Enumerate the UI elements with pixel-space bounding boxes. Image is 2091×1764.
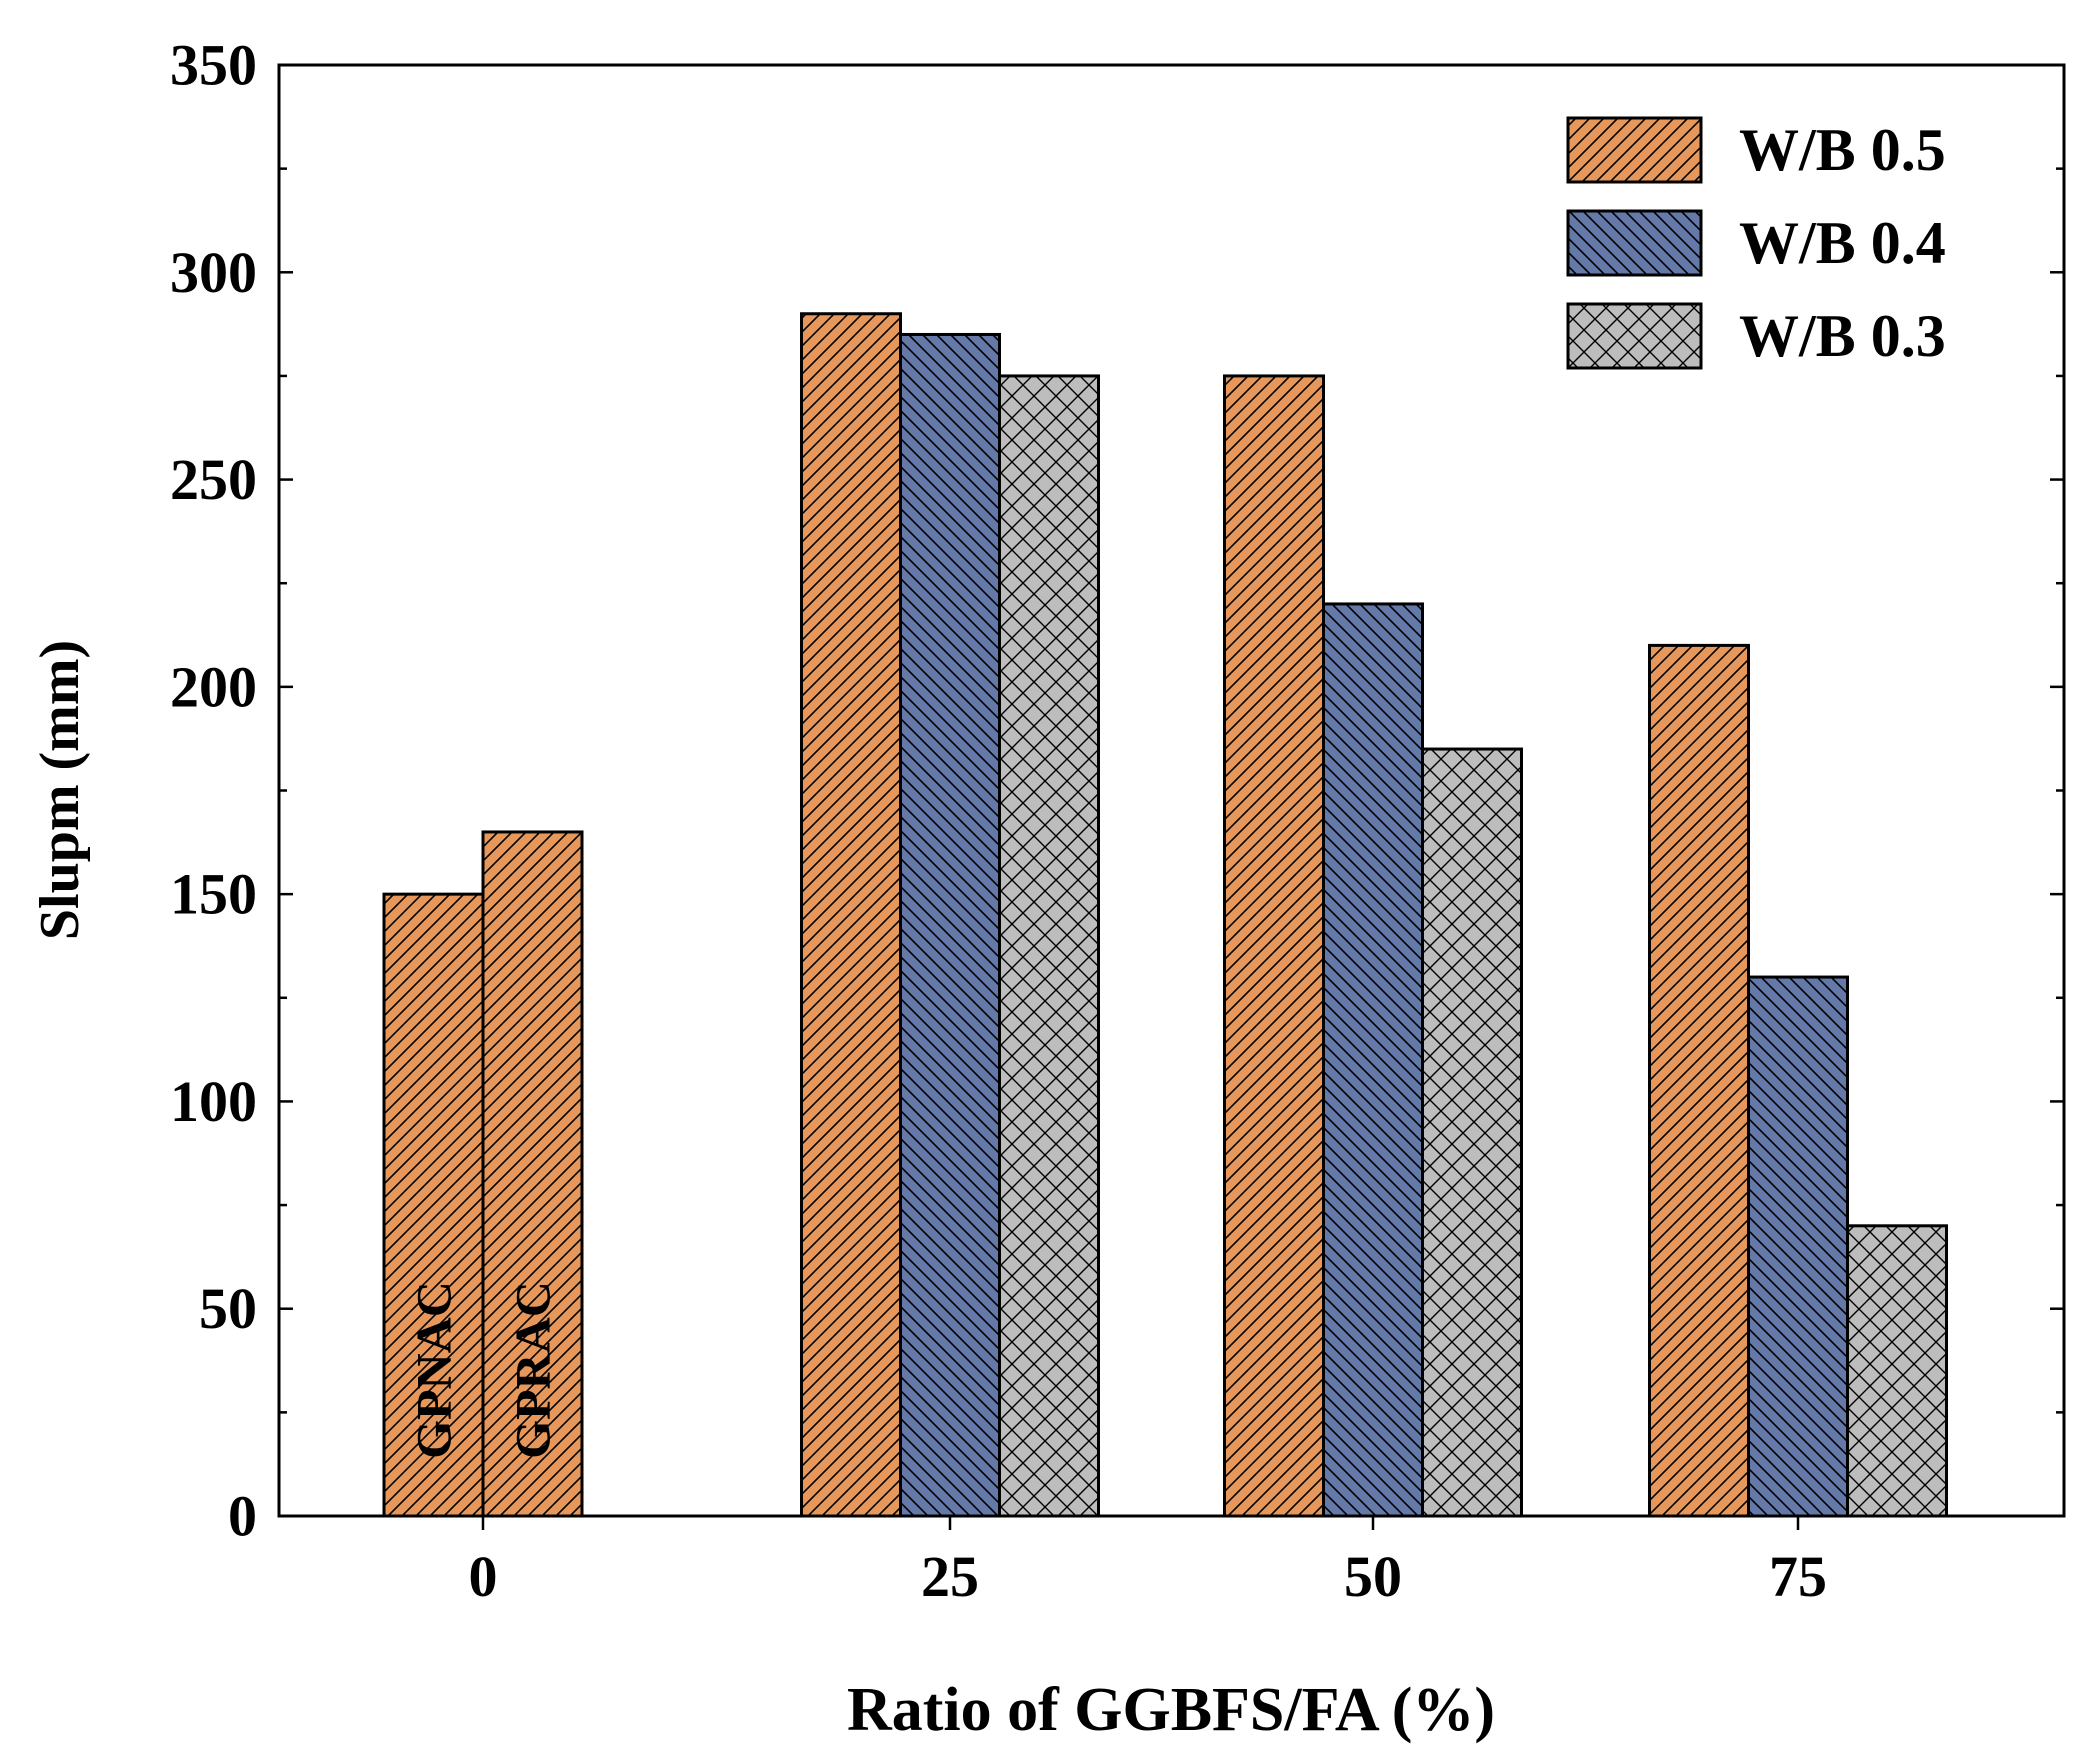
bar-w-b-0-4-75 (1747, 975, 1849, 1518)
x-axis-ticks: 0 25 50 75 (469, 1516, 1827, 1609)
y-tick-label: 150 (170, 862, 257, 927)
legend-label: W/B 0.4 (1739, 210, 1946, 276)
y-tick-label: 100 (170, 1069, 257, 1134)
bar-w-b-0-4-25 (899, 332, 1001, 1518)
x-axis-label: Ratio of GGBFS/FA (%) (847, 1676, 1495, 1744)
bar-w-b-0-4-50 (1322, 602, 1424, 1518)
bar-label-gpnac: GPNAC (406, 1281, 462, 1459)
bar-gpnac (382, 892, 485, 1518)
bar-w-b-0-5-25 (800, 312, 902, 1518)
y-tick-label: 250 (170, 447, 257, 512)
y-axis-ticks: 0 50 100 150 200 250 300 350 (170, 33, 2064, 1549)
y-tick-label: 300 (170, 240, 257, 305)
bar-w-b-0-5-75 (1648, 643, 1750, 1518)
bar-w-b-0-3-50 (1421, 747, 1523, 1518)
bar-label-gprac: GPRAC (505, 1281, 561, 1459)
bar-w-b-0-3-75 (1846, 1224, 1948, 1518)
y-tick-label: 50 (199, 1276, 257, 1341)
x-tick-label: 25 (921, 1544, 979, 1609)
bars-layer (382, 312, 1948, 1518)
bar-gprac (481, 830, 584, 1518)
bar-w-b-0-5-50 (1223, 374, 1325, 1518)
legend-item: W/B 0.5 (1566, 116, 1946, 184)
bar-labels-layer: GPNAC GPRAC (406, 1281, 561, 1459)
x-tick-label: 75 (1769, 1544, 1827, 1609)
legend-label: W/B 0.5 (1739, 117, 1946, 183)
y-tick-label: 200 (170, 654, 257, 719)
y-axis-label: Slupm (mm) (29, 640, 91, 940)
legend-label: W/B 0.3 (1739, 303, 1946, 369)
x-tick-label: 0 (469, 1544, 498, 1609)
x-tick-label: 50 (1344, 1544, 1402, 1609)
legend: W/B 0.5 W/B 0.4 W/B 0.3 (1566, 116, 1946, 370)
legend-item: W/B 0.3 (1566, 302, 1946, 370)
y-tick-label: 0 (228, 1484, 257, 1549)
legend-item: W/B 0.4 (1566, 209, 1946, 277)
bar-w-b-0-3-25 (998, 374, 1100, 1518)
y-tick-label: 350 (170, 33, 257, 98)
